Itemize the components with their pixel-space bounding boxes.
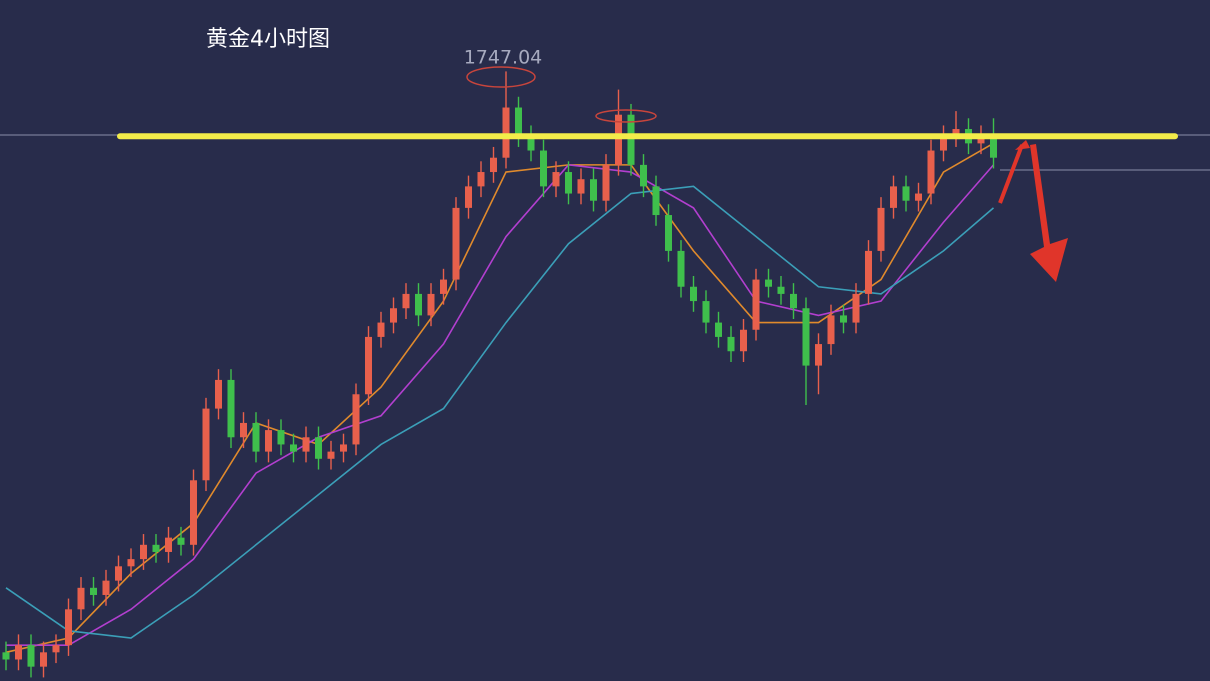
candle-body: [827, 315, 835, 345]
candle-body: [927, 150, 935, 194]
candle-body: [940, 136, 947, 151]
candle-body: [577, 179, 585, 194]
candle-body: [915, 193, 922, 201]
candle-body: [315, 437, 322, 459]
plot-area: [2, 71, 1178, 678]
candle-body: [702, 301, 710, 323]
candle-body: [890, 186, 897, 208]
candle-body: [240, 422, 247, 438]
candle-body: [777, 286, 785, 294]
candle-body: [452, 207, 460, 280]
candle-body: [102, 580, 110, 595]
candle-body: [690, 286, 697, 302]
candle-body: [290, 444, 297, 452]
candle-body: [302, 437, 310, 452]
candle-body: [440, 279, 447, 294]
candle-body: [727, 336, 735, 352]
candle-body: [952, 129, 960, 137]
high-label: 1747.04: [464, 47, 543, 69]
candle-body: [502, 107, 510, 158]
candle-body: [215, 379, 222, 409]
candle-body: [340, 444, 347, 452]
candle-body: [202, 408, 210, 481]
candle-body: [152, 544, 160, 552]
candle-body: [790, 293, 797, 309]
candle-body: [27, 645, 35, 667]
candle-body: [190, 480, 197, 545]
highlight-ellipse: [466, 66, 536, 88]
candle-body: [627, 114, 635, 165]
candle-body: [977, 136, 985, 144]
candle-body: [865, 250, 872, 294]
candle-body: [227, 379, 235, 438]
candle-body: [177, 537, 185, 545]
candle-body: [115, 566, 122, 581]
candle-body: [15, 645, 22, 660]
candle-body: [402, 293, 410, 309]
candle-body: [165, 537, 172, 552]
candle-body: [252, 422, 260, 452]
candle-body: [590, 179, 597, 201]
candle-body: [752, 279, 760, 330]
candle-body: [715, 322, 722, 337]
candle-body: [640, 164, 647, 187]
highlight-ellipse: [595, 109, 657, 123]
arrow-stroke: [998, 144, 1024, 204]
candle-body: [327, 451, 335, 459]
candle-body: [540, 150, 547, 187]
candle-body: [565, 172, 572, 194]
candle-body: [52, 645, 60, 653]
candle-body: [127, 559, 135, 567]
candle-body: [765, 279, 772, 287]
candle-body: [277, 430, 285, 445]
candle-body: [615, 114, 622, 165]
candle-body: [77, 587, 85, 610]
candle-body: [427, 293, 435, 316]
candle-body: [2, 652, 10, 660]
candle-body: [265, 430, 272, 452]
candle-body: [90, 587, 97, 595]
candle-body: [515, 107, 522, 137]
candle-body: [815, 344, 822, 366]
candle-body: [490, 157, 497, 173]
arrow-head: [1015, 140, 1030, 150]
candle-body: [477, 172, 485, 187]
moving-average: [5, 142, 994, 654]
candle-body: [365, 336, 372, 395]
candle-body: [602, 164, 610, 201]
candle-body: [65, 609, 72, 646]
candle-body: [652, 186, 660, 216]
candle-body: [390, 308, 397, 323]
candle-body: [877, 207, 885, 251]
candle-body: [527, 136, 535, 151]
arrow-head: [1030, 144, 1068, 282]
candle-body: [677, 250, 685, 287]
candle-body: [852, 293, 860, 323]
candle-body: [465, 186, 472, 208]
candle-body: [352, 394, 360, 445]
down-arrow: [998, 140, 1068, 282]
moving-average: [5, 185, 995, 639]
candle-body: [40, 652, 47, 667]
candle-body: [552, 172, 560, 187]
candle-body: [140, 544, 147, 560]
candle-body: [665, 215, 672, 251]
candle-body: [740, 329, 747, 352]
candle-body: [377, 322, 385, 337]
candle-body: [902, 186, 910, 201]
candle-body: [802, 308, 810, 366]
candle-body: [990, 136, 997, 158]
candle-body: [415, 293, 422, 316]
chart-title: 黄金4小时图: [206, 27, 330, 52]
moving-average: [6, 164, 995, 646]
candle-body: [840, 315, 847, 323]
